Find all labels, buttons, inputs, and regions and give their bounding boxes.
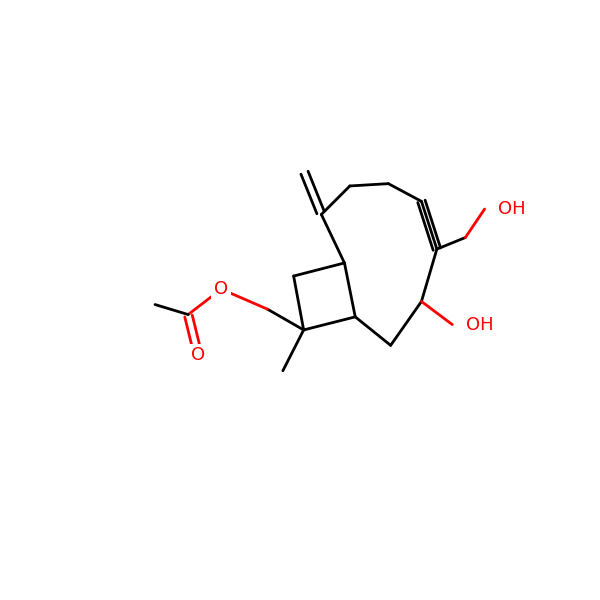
- Text: OH: OH: [466, 316, 494, 334]
- Text: OH: OH: [499, 200, 526, 218]
- Text: O: O: [214, 280, 229, 298]
- Text: O: O: [191, 346, 205, 364]
